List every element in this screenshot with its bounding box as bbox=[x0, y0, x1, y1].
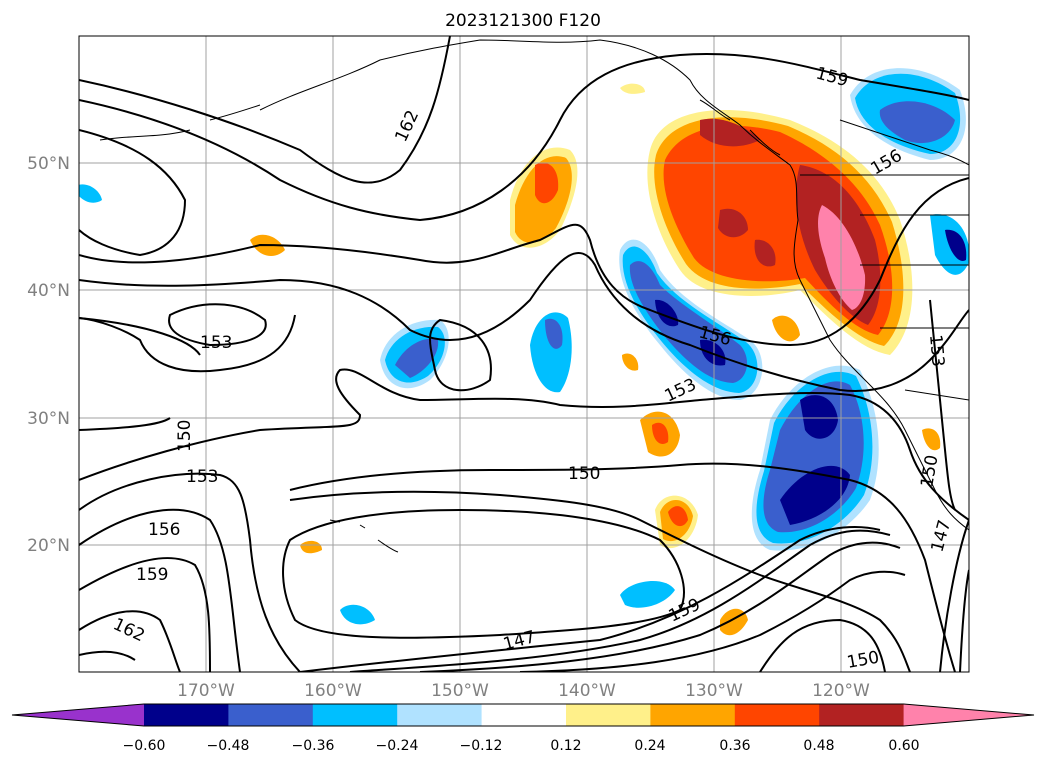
colorbar-outline bbox=[11, 703, 1035, 727]
coastlines bbox=[99, 39, 969, 553]
lon-tick-label: 120°W bbox=[812, 681, 870, 701]
colorbar-tick-label: 0.12 bbox=[550, 738, 581, 754]
colorbar-segment bbox=[819, 704, 905, 726]
colorbar-segment bbox=[228, 704, 314, 726]
colorbar-extend-high bbox=[903, 704, 1034, 726]
lon-tick-labels: 170°W 160°W 150°W 140°W 130°W 120°W bbox=[177, 681, 870, 701]
lon-tick-label: 160°W bbox=[304, 681, 362, 701]
colorbar-segment bbox=[397, 704, 483, 726]
colorbar-segment bbox=[144, 704, 229, 726]
lat-tick-labels: 50°N 40°N 30°N 20°N bbox=[27, 154, 70, 556]
colorbar-tick-label: −0.48 bbox=[207, 738, 250, 754]
contour-label: 153 bbox=[186, 467, 218, 487]
lon-tick-label: 170°W bbox=[177, 681, 235, 701]
colorbar-segment bbox=[481, 704, 567, 726]
colorbar-tick-label: −0.12 bbox=[460, 738, 503, 754]
lon-tick-label: 140°W bbox=[558, 681, 616, 701]
colorbar-segment bbox=[566, 704, 651, 726]
colorbar-tick-label: −0.60 bbox=[123, 738, 166, 754]
colorbar-tick-label: −0.36 bbox=[292, 738, 335, 754]
colorbar bbox=[11, 703, 1035, 727]
anomaly-shading bbox=[79, 68, 969, 636]
colorbar-tick-label: 0.60 bbox=[888, 738, 919, 754]
colorbar-tick-label: −0.24 bbox=[376, 738, 419, 754]
contour-label: 153 bbox=[925, 334, 948, 368]
lon-tick-label: 130°W bbox=[685, 681, 743, 701]
map-title: 2023121300 F120 bbox=[445, 11, 601, 31]
map-frame bbox=[78, 35, 970, 673]
contour-label: 150 bbox=[175, 420, 195, 452]
colorbar-tick-label: 0.36 bbox=[719, 738, 750, 754]
contour-label: 150 bbox=[845, 648, 880, 673]
colorbar-segment bbox=[312, 704, 398, 726]
colorbar-tick-labels: −0.60 −0.48 −0.36 −0.24 −0.12 0.12 0.24 … bbox=[123, 738, 920, 754]
contour-label: 159 bbox=[136, 565, 168, 585]
lat-tick-label: 50°N bbox=[27, 154, 70, 174]
lat-tick-label: 20°N bbox=[27, 536, 70, 556]
contour-label: 156 bbox=[148, 520, 180, 540]
lon-tick-label: 150°W bbox=[431, 681, 489, 701]
lat-tick-label: 40°N bbox=[27, 281, 70, 301]
colorbar-segment bbox=[734, 704, 820, 726]
map-area: 159 162 156 153 150 153 156 153 150 150 … bbox=[79, 36, 969, 673]
colorbar-tick-label: 0.48 bbox=[803, 738, 834, 754]
height-contours bbox=[79, 36, 969, 672]
colorbar-extend-low bbox=[12, 704, 144, 726]
contour-label: 153 bbox=[200, 333, 232, 353]
colorbar-segment bbox=[650, 704, 736, 726]
contour-label: 150 bbox=[568, 464, 600, 484]
colorbar-tick-label: 0.24 bbox=[634, 738, 665, 754]
lat-tick-label: 30°N bbox=[27, 409, 70, 429]
